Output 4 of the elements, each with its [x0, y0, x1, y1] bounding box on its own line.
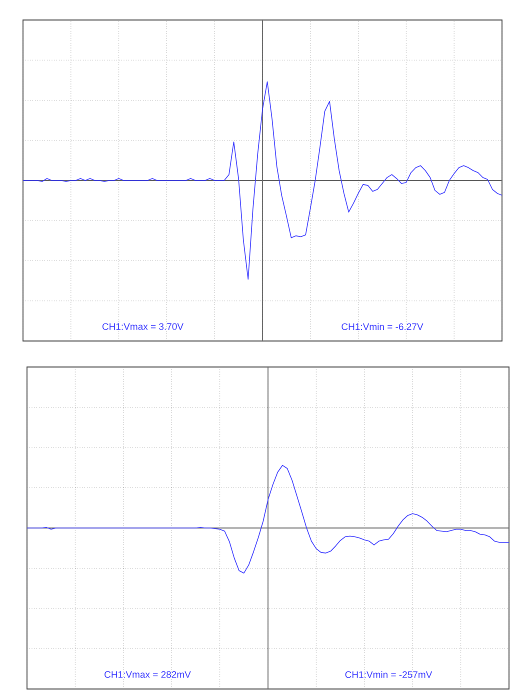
text: CH1:Vmax = 3.70V [102, 323, 184, 330]
text: CH1:Vmin = -6.27V [342, 323, 424, 330]
text: CH1:Vmax = 282mV [104, 671, 191, 678]
text: CH1:Vmin = -257mV [345, 671, 432, 678]
